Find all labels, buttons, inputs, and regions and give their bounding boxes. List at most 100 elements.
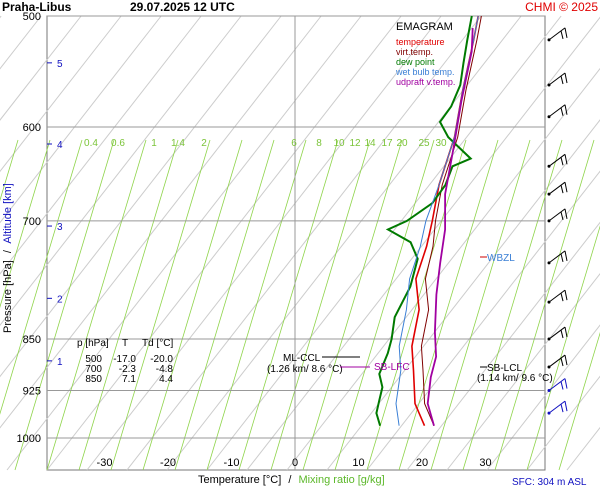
mixing-ratio-line — [174, 139, 275, 471]
dry-adiabat — [526, 375, 600, 471]
wind-barb — [547, 153, 568, 168]
legend-item: udpraft v.temp. — [396, 77, 455, 87]
annotation: (1.14 km/ 9.6 °C) — [477, 373, 553, 384]
y-tick-label: 700 — [23, 216, 41, 228]
dry-adiabat — [86, 15, 442, 471]
mixing-ratio-label: 8 — [316, 138, 322, 149]
dry-adiabat — [0, 15, 322, 429]
mixing-ratio-line — [110, 139, 211, 471]
dry-adiabat — [0, 15, 282, 378]
mixing-ratio-line — [430, 139, 531, 471]
mixing-ratio-label: 12 — [349, 138, 361, 149]
annotation: WBZL — [487, 253, 515, 264]
wind-barb — [547, 326, 568, 341]
x-tick-label: -30 — [97, 457, 113, 469]
x-tick-label: -10 — [224, 457, 240, 469]
sounding-datetime: 29.07.2025 12 UTC — [130, 0, 235, 14]
wind-barb — [547, 400, 568, 415]
mixing-ratio-label: 25 — [418, 138, 430, 149]
dry-adiabat — [126, 15, 482, 471]
mixing-ratio-line — [0, 139, 19, 202]
mixing-ratio-line — [0, 139, 51, 309]
mixing-ratio-label: 2 — [201, 138, 207, 149]
plot-frame — [46, 15, 546, 471]
y-tick-label: 600 — [23, 122, 41, 134]
legend-item: virt.temp. — [396, 47, 433, 57]
dry-adiabat — [366, 170, 600, 471]
mixing-ratio-line — [366, 139, 467, 471]
dry-adiabat — [206, 15, 562, 471]
series-virt-temp — [420, 15, 482, 426]
wind-barb — [547, 250, 568, 265]
dry-adiabat — [326, 119, 600, 471]
dry-adiabat — [0, 15, 122, 173]
dry-adiabat — [486, 324, 600, 471]
altitude-label: 2 — [57, 294, 63, 305]
wind-barb — [547, 208, 568, 223]
mixing-ratio-line — [46, 139, 147, 471]
mixing-ratio-line — [142, 139, 243, 471]
mixing-ratio-line — [526, 225, 600, 471]
dry-adiabat — [286, 67, 600, 471]
legend-item: wet bulb temp. — [395, 67, 455, 77]
table-cell: 4.4 — [159, 374, 173, 385]
table-header: Td [°C] — [142, 338, 173, 349]
mixing-ratio-line — [14, 139, 115, 471]
mixing-ratio-line — [462, 139, 563, 471]
dry-adiabat — [0, 15, 242, 326]
table-cell: 700 — [85, 364, 102, 375]
annotation: SB-LFC — [374, 362, 410, 373]
mixing-ratio-line — [558, 331, 600, 471]
surface-altitude: SFC: 304 m ASL — [512, 477, 587, 488]
table-cell: -17.0 — [113, 354, 136, 365]
x-tick-label: 20 — [416, 457, 428, 469]
altitude-label: 3 — [57, 222, 63, 233]
mixing-ratio-label: 30 — [435, 138, 447, 149]
mixing-ratio-line — [334, 139, 435, 471]
y-axis-label: Pressure [hPa] / Altitude [km] — [2, 183, 14, 333]
table-cell: 500 — [85, 354, 102, 365]
series-udpraft-v-temp — [426, 28, 474, 426]
x-axis-label: Temperature [°C] / Mixing ratio [g/kg] — [198, 474, 385, 486]
dry-adiabat — [446, 273, 600, 471]
mixing-ratio-label: 1 — [151, 138, 157, 149]
mixing-ratio-line — [238, 139, 339, 471]
altitude-label: 1 — [57, 357, 63, 368]
annotation: SB-LCL — [487, 363, 522, 374]
wind-barb — [547, 104, 568, 119]
series-wet-bulb-temp — [395, 15, 479, 426]
table-cell: 850 — [85, 374, 102, 385]
dry-adiabat — [166, 15, 522, 471]
mixing-ratio-label: 14 — [364, 138, 376, 149]
table-header: p [hPa] — [77, 338, 109, 349]
dry-adiabat — [0, 15, 2, 19]
dry-adiabat — [6, 15, 362, 471]
wind-barb — [547, 378, 568, 393]
y-tick-label: 1000 — [17, 433, 41, 445]
altitude-label: 4 — [57, 140, 63, 151]
altitude-label: 5 — [57, 59, 63, 70]
dry-adiabat — [0, 15, 82, 121]
dry-adiabat — [46, 15, 402, 471]
annotation: ML-CCL — [283, 353, 321, 364]
copyright: CHMI © 2025 — [525, 0, 598, 14]
wind-barb — [547, 354, 568, 369]
x-tick-label: 30 — [479, 457, 491, 469]
wind-barb — [547, 27, 568, 42]
y-tick-label: 500 — [23, 11, 41, 23]
table-cell: -2.3 — [119, 364, 137, 375]
dry-adiabat — [0, 15, 162, 224]
legend-item: temperature — [396, 37, 445, 47]
mixing-ratio-line — [0, 139, 83, 415]
dry-adiabat — [406, 221, 600, 471]
x-tick-label: 0 — [292, 457, 298, 469]
table-cell: -4.8 — [156, 364, 174, 375]
mixing-ratio-line — [78, 139, 179, 471]
mixing-ratio-label: 0.6 — [111, 138, 125, 149]
annotation: (1.26 km/ 8.6 °C) — [267, 364, 343, 375]
legend-item: dew point — [396, 57, 435, 67]
mixing-ratio-label: 1.4 — [171, 138, 185, 149]
wind-barb — [547, 72, 568, 87]
